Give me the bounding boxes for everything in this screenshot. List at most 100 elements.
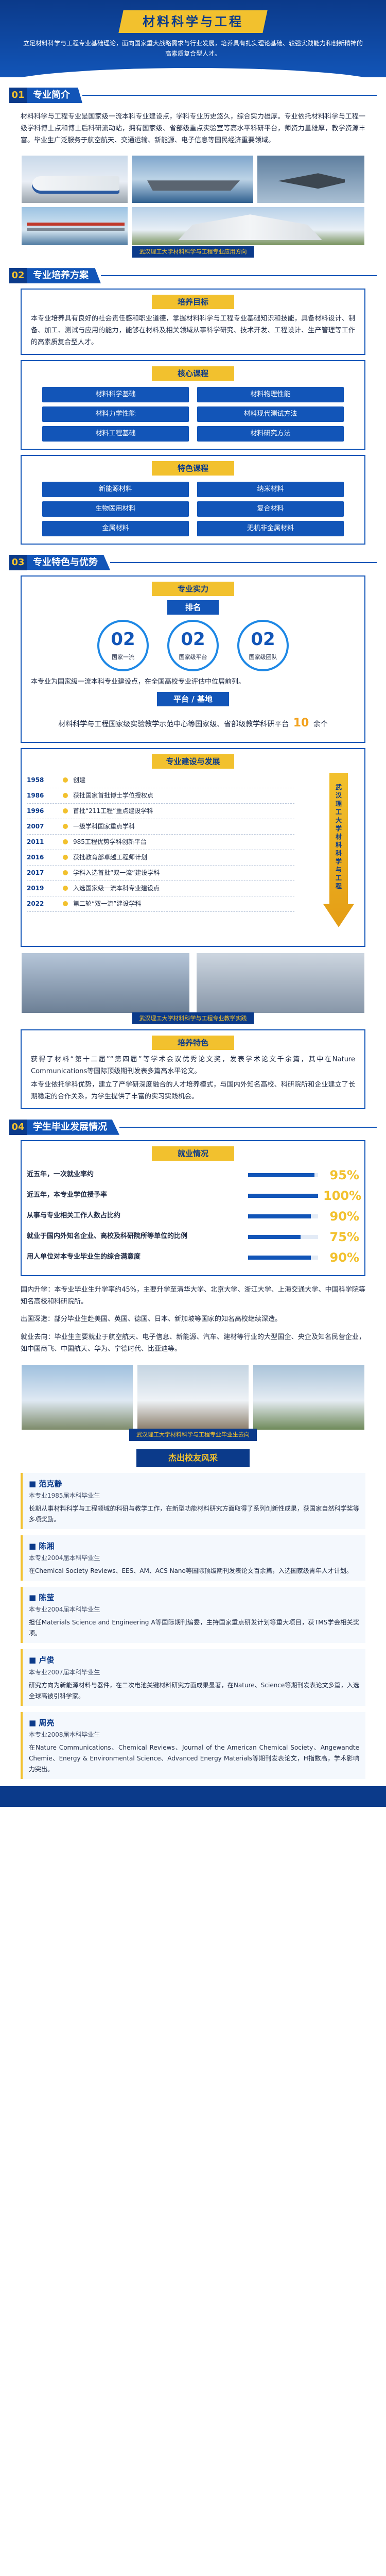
graduate-photos-caption: 武汉理工大学材料科学与工程专业毕业生去向 — [129, 1429, 257, 1441]
timeline-dot — [63, 777, 68, 783]
timeline-item: 2007 一级学科国家重点学科 — [27, 819, 294, 835]
employment-text-2: 出国深造：部分毕业生赴美国、英国、德国、日本、新加坡等国家的知名高校继续深造。 — [21, 1315, 282, 1324]
photo-stadium — [131, 206, 365, 247]
course-pill: 复合材料 — [197, 501, 344, 517]
page-header: 材料科学与工程 立足材料科学与工程专业基础理论，面向国家重大战略需求与行业发展，… — [0, 0, 386, 77]
alumni-info: 本专业1985届本科毕业生 — [29, 1492, 100, 1499]
alumni-name: ■ 范克静 — [29, 1479, 62, 1488]
photo-lab — [21, 952, 190, 1014]
stat-circle: 02 国家一流 — [97, 619, 149, 671]
timeline-item: 2017 学科入选首批“双一流”建设学科 — [27, 866, 294, 881]
progress-fill — [248, 1255, 311, 1260]
timeline: 1958 创建 1986 获批国家首批博士学位授权点 1996 首批“211工程”重点… — [27, 772, 359, 938]
teaching-photos-caption: 武汉理工大学材料科学与工程专业教学实践 — [132, 1012, 254, 1024]
timeline-dot — [63, 870, 68, 876]
timeline-dot — [63, 793, 68, 799]
photo-campus-2 — [136, 1363, 250, 1431]
photo-ceremony — [196, 952, 365, 1014]
timeline-year: 2022 — [27, 900, 44, 907]
timeline-dot — [63, 839, 68, 845]
alumni-info: 本专业2004届本科毕业生 — [29, 1606, 100, 1614]
photo-fighter-jet — [256, 155, 365, 205]
employment-value: 90% — [329, 1250, 359, 1265]
timeline-text: 第二轮“双一流”建设学科 — [73, 900, 142, 907]
stat-number: 02 — [111, 629, 135, 650]
timeline-year: 2019 — [27, 884, 44, 892]
progress-fill — [248, 1193, 318, 1198]
photo-bridge — [21, 206, 129, 247]
training-goal-box: 培养目标 本专业培养具有良好的社会责任感和职业道德，掌握材料科学与工程专业基础知… — [21, 289, 365, 355]
alumni-name: ■ 陈莹 — [29, 1593, 55, 1602]
course-pill: 生物医用材料 — [42, 501, 189, 517]
photo-campus-3 — [252, 1363, 365, 1431]
employment-label: 近五年，一次就业率约 — [27, 1171, 94, 1179]
alumni-info: 本专业2007届本科毕业生 — [29, 1668, 100, 1676]
stat-number: 02 — [181, 629, 205, 650]
platform-suffix: 余个 — [313, 720, 328, 729]
employment-label: 从事与专业相关工作人数占比约 — [27, 1212, 121, 1220]
course-pill: 无机非金属材料 — [197, 520, 344, 536]
alumni-desc: 在Nature Communications、Chemical Reviews、… — [29, 1743, 359, 1773]
progress-track — [248, 1173, 318, 1177]
timeline-dot — [63, 824, 68, 829]
employment-bars: 近五年，一次就业率约 95% 近五年，本专业学位授予率 100% 从事与专业相关… — [27, 1165, 362, 1268]
timeline-item: 2019 入选国家级一流本科专业建设点 — [27, 881, 294, 896]
timeline-item: 2016 获批教育部卓越工程师计划 — [27, 850, 294, 866]
timeline-item: 1958 创建 — [27, 773, 294, 788]
timeline-arrow-label: 武汉理工大学材料科学与工程 — [335, 783, 342, 890]
progress-fill — [248, 1234, 301, 1239]
timeline-year: 2007 — [27, 822, 44, 830]
course-pill: 金属材料 — [42, 520, 189, 536]
photo-high-speed-train — [21, 155, 129, 205]
timeline-item: 2011 985工程优势学科创新平台 — [27, 835, 294, 850]
alumni-card: ■ 范克静 本专业1985届本科毕业生 长期从事材料科学与工程领域的科研与教学工… — [21, 1472, 365, 1529]
timeline-dot — [63, 886, 68, 891]
application-photo-collage: 武汉理工大学材料科学与工程专业应用方向 — [21, 155, 365, 258]
box-title: 特色课程 — [152, 461, 234, 476]
timeline-year: 1986 — [27, 791, 44, 799]
alumni-title: 杰出校友风采 — [136, 1449, 250, 1467]
header-intro: 立足材料科学与工程专业基础理论，面向国家重大战略需求与行业发展，培养具有扎实理论… — [23, 40, 363, 58]
employment-row: 就业于国内外知名企业、高校及科研院所等单位的比例 75% — [27, 1227, 359, 1247]
alumni-card: ■ 卢俊 本专业2007届本科毕业生 研究方向为新能源材料与器件，在二次电池关键… — [21, 1649, 365, 1706]
section-number: 02 — [9, 268, 27, 284]
alumni-desc: 长期从事材料科学与工程领域的科研与教学工作，在新型功能材料研究方面取得了系列创新… — [29, 1504, 359, 1523]
timeline-text: 创建 — [73, 776, 86, 784]
section-title: 学生毕业发展情况 — [27, 1119, 119, 1135]
alumni-card: ■ 陈莹 本专业2004届本科毕业生 担任Materials Science a… — [21, 1587, 365, 1643]
progress-track — [248, 1255, 318, 1260]
course-pill: 材料科学基础 — [42, 386, 189, 402]
progress-track — [248, 1234, 318, 1239]
platform-text: 材料科学与工程国家级实验教学示范中心等国家级、省部级教学科研平台 — [58, 720, 289, 729]
page-footer — [0, 1786, 386, 1807]
stats-row: 02 国家一流 02 国家级平台 02 国家级团队 — [27, 619, 359, 671]
course-pill: 新能源材料 — [42, 481, 189, 497]
progress-track — [248, 1214, 318, 1218]
box-title: 专业建设与发展 — [152, 754, 234, 769]
timeline-text: 首批“211工程”重点建设学科 — [73, 807, 153, 815]
employment-value: 100% — [323, 1188, 362, 1203]
section-number: 04 — [9, 1119, 27, 1135]
alumni-card: ■ 周亮 本专业2008届本科毕业生 在Nature Communication… — [21, 1711, 365, 1779]
employment-row: 近五年，一次就业率约 95% — [27, 1165, 359, 1185]
rank-text: 本专业为国家级一流本科专业建设点，在全国高校专业评估中位居前列。 — [31, 677, 245, 686]
employment-value: 75% — [329, 1229, 359, 1244]
feature-box: 培养特色 获得了材料“第十二届”“第四届”等学术会议优秀论文奖，发表学术论文千余… — [21, 1029, 365, 1109]
page: 材料科学与工程 立足材料科学与工程专业基础理论，面向国家重大战略需求与行业发展，… — [0, 0, 386, 1807]
progress-fill — [248, 1173, 315, 1177]
employment-label: 近五年，本专业学位授予率 — [27, 1191, 108, 1199]
rank-subtitle: 排名 — [167, 600, 219, 615]
timeline-item: 1986 获批国家首批博士学位授权点 — [27, 788, 294, 804]
timeline-dot — [63, 808, 68, 814]
feature-text-2: 本专业依托学科优势，建立了产学研深度融合的人才培养模式，与国内外知名高校、科研院… — [31, 1081, 355, 1100]
collage-caption: 武汉理工大学材料科学与工程专业应用方向 — [132, 246, 254, 258]
employment-value: 90% — [329, 1209, 359, 1224]
employment-label: 用人单位对本专业毕业生的综合满意度 — [27, 1253, 141, 1261]
employment-text-3: 就业去向：毕业生主要就业于航空航天、电子信息、新能源、汽车、建材等行业的大型国企… — [21, 1333, 365, 1353]
alumni-name: ■ 周亮 — [29, 1718, 55, 1727]
section-header-employment: 04 学生毕业发展情况 — [0, 1119, 386, 1135]
core-courses-box: 核心课程 材料科学基础 材料物理性能 材料力学性能 材料现代测试方法 材料工程基… — [21, 360, 365, 450]
box-title: 核心课程 — [152, 366, 234, 381]
alumni-desc: 在Chemical Society Reviews、EES、AM、ACS Nan… — [29, 1567, 353, 1574]
alumni-info: 本专业2004届本科毕业生 — [29, 1554, 100, 1562]
